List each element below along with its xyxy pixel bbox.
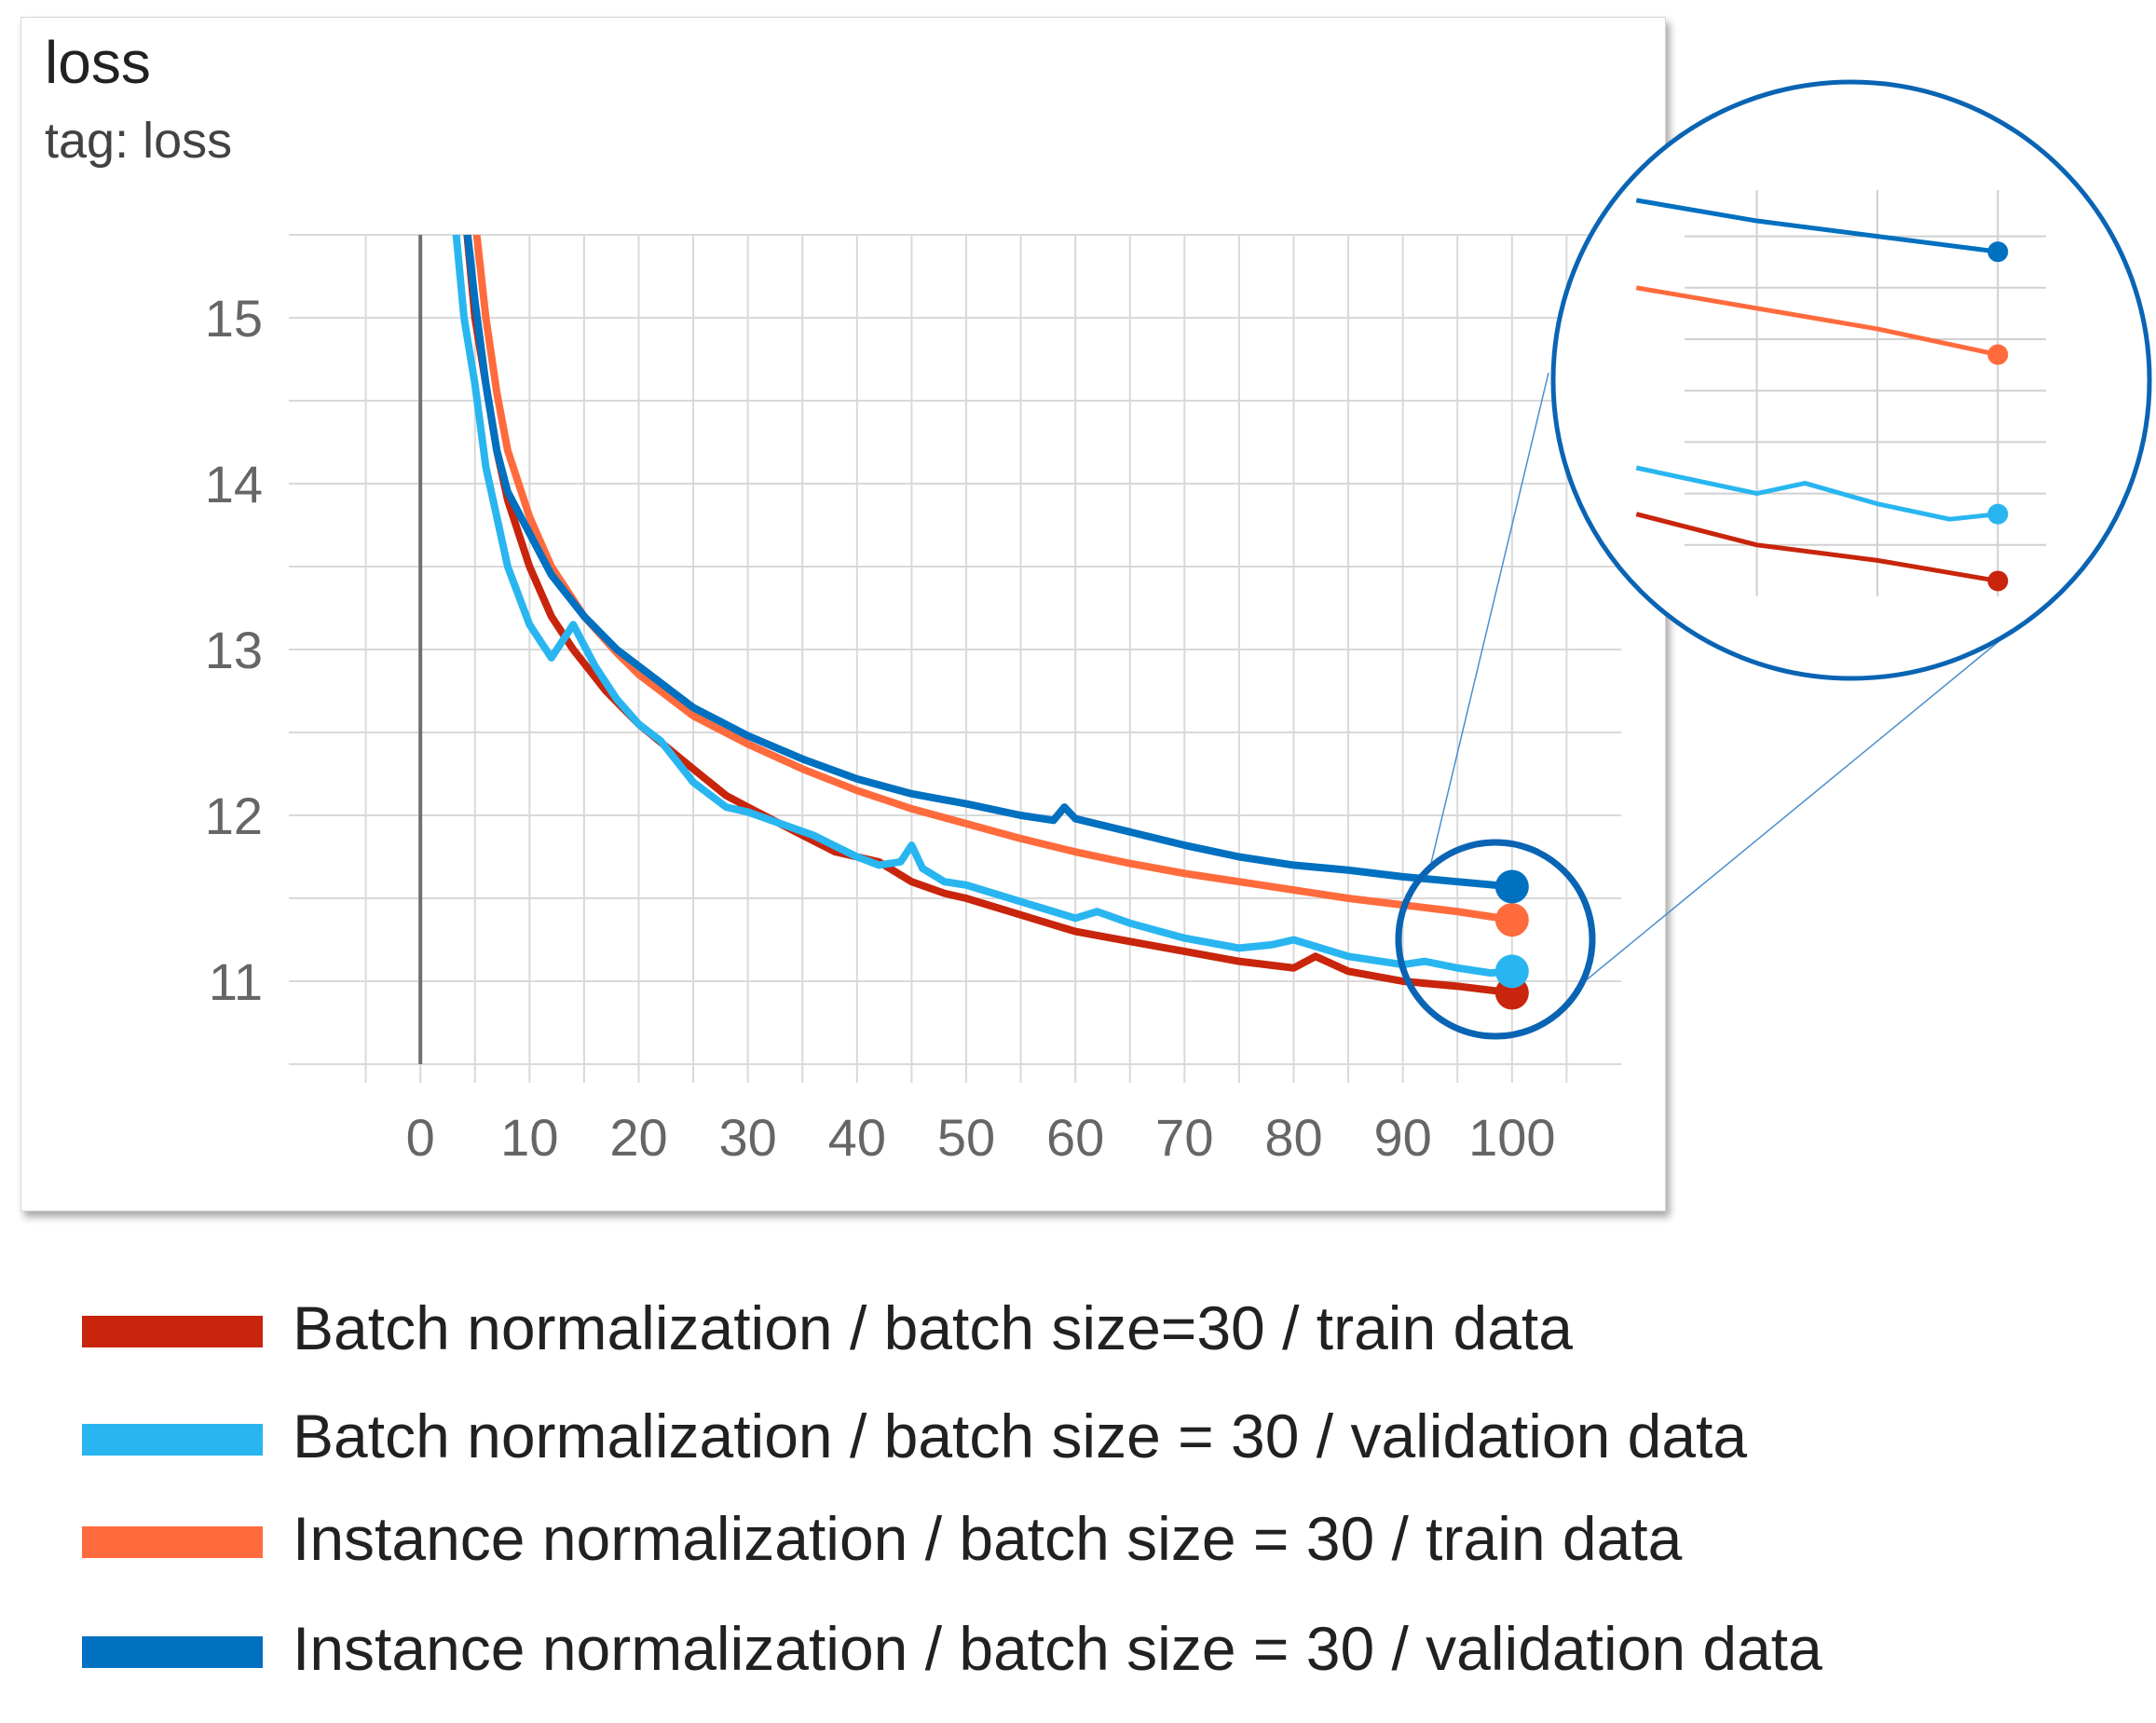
series-endpoint <box>1494 954 1529 989</box>
series-endpoint <box>1494 869 1529 904</box>
callout-connector <box>1430 372 1549 864</box>
inset-series-line <box>1635 285 1999 358</box>
y-tick-label: 15 <box>205 289 263 348</box>
series-endpoint <box>1494 903 1529 937</box>
x-tick-label: 20 <box>609 1108 667 1167</box>
y-tick-label: 11 <box>209 952 263 1011</box>
tick-labels: 0 10 20 30 40 50 60 70 80 90 100 11 12 13 14 15 <box>205 289 1556 1167</box>
legend-label: Batch normalization / batch size=30 / tr… <box>293 1293 1573 1362</box>
zoom-highlight-circle <box>1395 839 1596 1040</box>
legend-swatch <box>82 1316 263 1347</box>
x-tick-label: 10 <box>500 1108 558 1167</box>
legend-label: Instance normalization / batch size = 30… <box>293 1504 1683 1573</box>
inset-series-endpoint <box>1987 503 2009 525</box>
inset-series-endpoint <box>1987 570 2009 592</box>
magnifier-circle <box>1550 79 2152 681</box>
legend-label: Batch normalization / batch size = 30 / … <box>293 1402 1748 1470</box>
inset-series-endpoint <box>1987 241 2009 263</box>
chart-card <box>20 17 1666 1211</box>
series-lines <box>452 235 1516 997</box>
inset-series-line <box>1635 512 1999 583</box>
series-line <box>463 235 1516 891</box>
zoom-callout <box>1395 79 2152 1040</box>
legend-label: Instance normalization / batch size = 30… <box>293 1614 1822 1683</box>
x-tick-label: 0 <box>406 1108 435 1167</box>
legend-swatch <box>82 1526 263 1558</box>
series-line <box>452 235 1516 978</box>
chart-subtitle: tag: loss <box>45 113 233 169</box>
x-tick-label: 40 <box>828 1108 886 1167</box>
x-tick-label: 90 <box>1374 1108 1432 1167</box>
x-tick-label: 100 <box>1468 1108 1555 1167</box>
inset-series-line <box>1635 465 1999 522</box>
inset-series-line <box>1635 198 1999 254</box>
inset-series-endpoint <box>1987 344 2009 365</box>
x-tick-label: 50 <box>937 1108 995 1167</box>
x-tick-label: 60 <box>1046 1108 1104 1167</box>
y-tick-label: 14 <box>205 455 263 513</box>
chart-title: loss <box>45 29 151 96</box>
legend-swatch <box>82 1636 263 1668</box>
x-tick-label: 80 <box>1264 1108 1322 1167</box>
inset-plot <box>1635 190 2046 596</box>
x-tick-label: 70 <box>1155 1108 1213 1167</box>
x-tick-label: 30 <box>719 1108 777 1167</box>
series-endpoints <box>1494 869 1529 1010</box>
y-tick-label: 12 <box>205 786 263 845</box>
callout-connector <box>1574 638 2002 991</box>
y-tick-label: 13 <box>205 621 263 679</box>
series-line <box>472 235 1516 924</box>
legend-swatch <box>82 1424 263 1456</box>
